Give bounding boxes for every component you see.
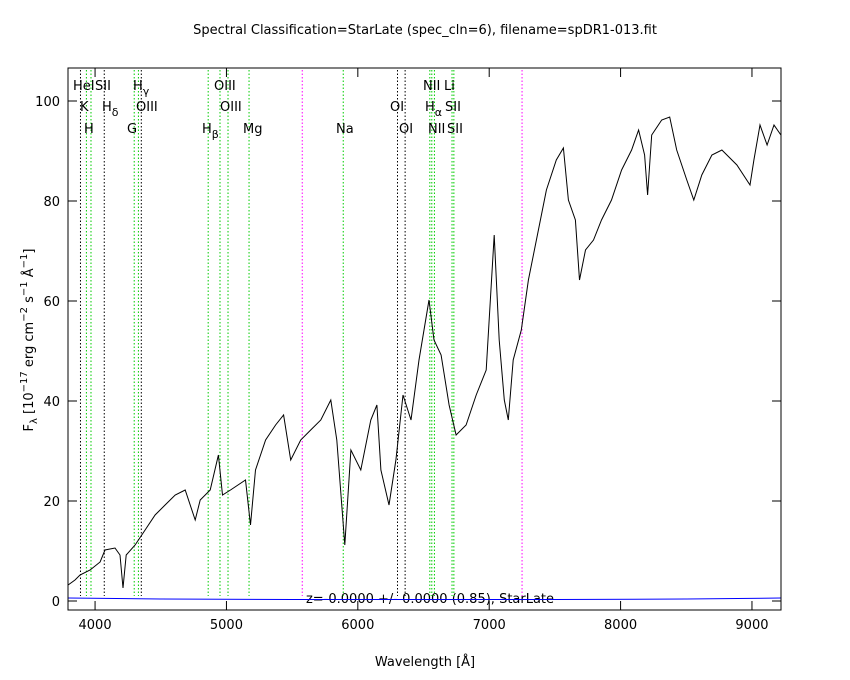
line-label-text: H: [202, 122, 212, 137]
x-tick-label: 6000: [341, 618, 374, 633]
x-tick-label: 5000: [210, 618, 243, 633]
line-label: H: [84, 122, 94, 137]
x-tick-label: 7000: [473, 618, 506, 633]
line-label-text: Li: [444, 79, 455, 94]
line-label-text: SII: [445, 100, 461, 115]
spectrum-line: [68, 597, 781, 600]
line-label: Hα: [425, 100, 442, 119]
line-label: SII: [95, 79, 111, 94]
y-label-part: ]: [22, 249, 37, 254]
y-label-part: Å: [21, 268, 37, 281]
line-label-text: Na: [336, 122, 354, 137]
line-label: Mg: [243, 122, 262, 137]
plot-frame: [67, 67, 782, 611]
y-label-part: −1: [19, 254, 30, 269]
spectrum-line: [67, 116, 782, 589]
line-label-text: OIII: [220, 100, 242, 115]
line-label-text: H: [133, 79, 143, 94]
y-tick-label: 80: [43, 195, 60, 210]
x-tick-label: 9000: [735, 618, 768, 633]
line-label-text: SII: [95, 79, 111, 94]
line-label: OI: [390, 100, 404, 115]
y-tick-label: 40: [43, 395, 60, 410]
line-label-text: H: [102, 100, 112, 115]
y-tick-label: 100: [35, 95, 60, 110]
line-label: SII: [445, 100, 461, 115]
y-label-part: −17: [19, 371, 30, 392]
y-label-part: erg cm: [22, 322, 37, 371]
line-label: OIII: [136, 100, 158, 115]
y-tick-label: 60: [43, 295, 60, 310]
line-label: OI: [399, 122, 413, 137]
line-label-text: G: [127, 122, 137, 137]
line-label-sub: γ: [143, 85, 150, 98]
line-label: Hδ: [102, 100, 119, 119]
chart-title: Spectral Classification=StarLate (spec_c…: [193, 23, 657, 38]
line-label: Na: [336, 122, 354, 137]
line-label-text: OIII: [136, 100, 158, 115]
line-label: K: [80, 100, 89, 115]
line-label: HeI: [73, 79, 95, 94]
x-tick-label: 4000: [79, 618, 112, 633]
line-label-text: OIII: [214, 79, 236, 94]
line-label: Li: [444, 79, 455, 94]
line-label-text: Mg: [243, 122, 262, 137]
y-tick-label: 20: [43, 495, 60, 510]
line-label: OIII: [214, 79, 236, 94]
line-label-sub: δ: [112, 106, 119, 119]
y-label-part: F: [22, 424, 37, 431]
line-label-text: OI: [399, 122, 413, 137]
line-label: Hβ: [202, 122, 219, 141]
y-label-part: −2: [19, 307, 30, 322]
line-label-sub: β: [212, 128, 219, 141]
y-label-part: [10: [22, 392, 37, 418]
line-label-text: H: [425, 100, 435, 115]
line-label-text: H: [84, 122, 94, 137]
line-label: SII: [447, 122, 463, 137]
y-axis-label: Fλ [10−17 erg cm−2 s−1 Å−1]: [19, 249, 40, 432]
line-label-sub: α: [435, 106, 442, 119]
line-label-text: K: [80, 100, 89, 115]
line-label: G: [127, 122, 137, 137]
line-label: Hγ: [133, 79, 150, 98]
line-label: NII: [423, 79, 440, 94]
line-label-text: NII: [423, 79, 440, 94]
line-label: NII: [428, 122, 445, 137]
line-label-text: SII: [447, 122, 463, 137]
y-label-part: λ: [29, 418, 40, 424]
line-label-text: OI: [390, 100, 404, 115]
y-label-part: s: [22, 296, 37, 307]
line-label: OIII: [220, 100, 242, 115]
y-label-part: −1: [19, 281, 30, 296]
line-label-text: NII: [428, 122, 445, 137]
x-axis-label: Wavelength [Å]: [375, 654, 475, 670]
line-label-text: HeI: [73, 79, 95, 94]
y-tick-label: 0: [52, 595, 60, 610]
x-tick-label: 8000: [604, 618, 637, 633]
